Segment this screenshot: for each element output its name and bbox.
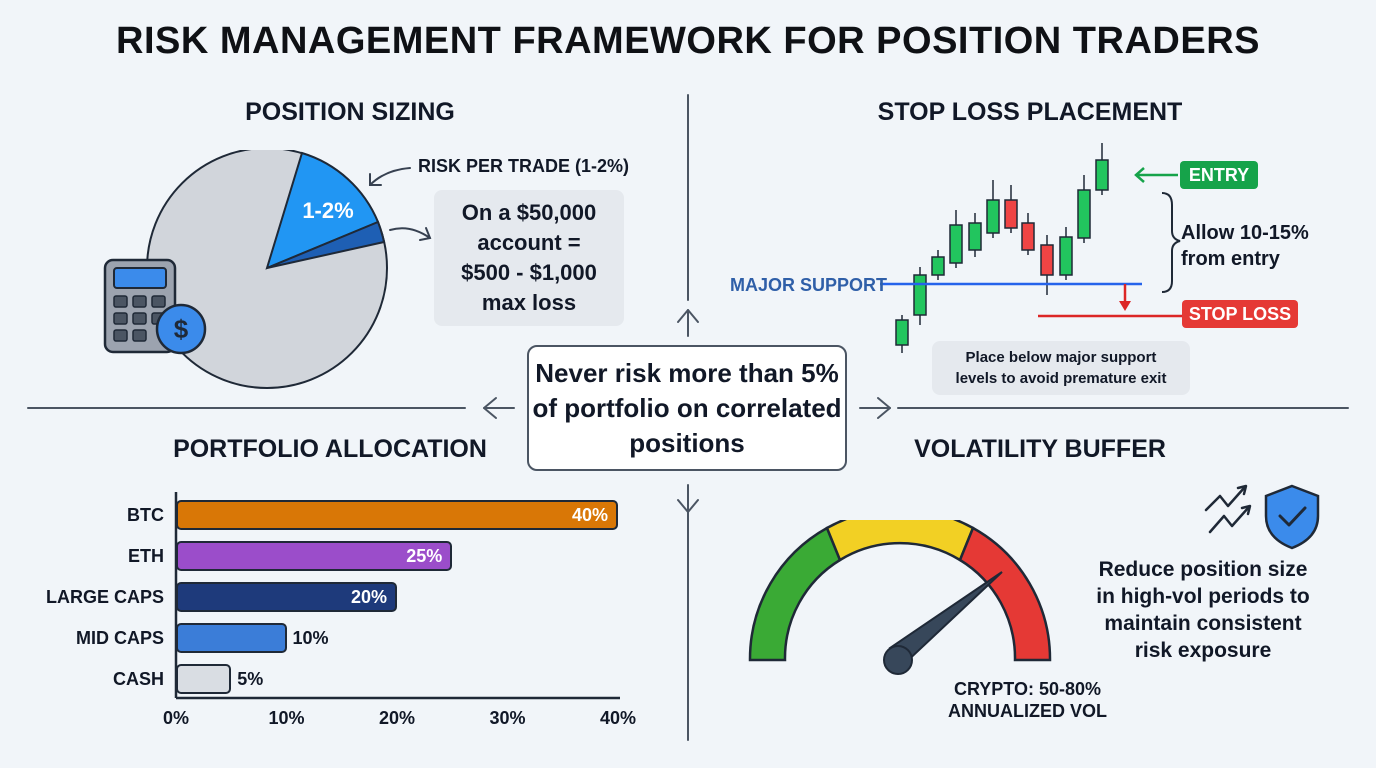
center-message: Never risk more than 5% of portfolio on … — [527, 345, 847, 471]
trend-zigzag-icon — [1204, 484, 1252, 534]
bar-value-label: 40% — [571, 504, 608, 525]
calculator-icon: $ — [103, 258, 207, 355]
gauge-line: CRYPTO: 50-80% — [953, 679, 1102, 699]
note-line: levels to avoid premature exit — [955, 370, 1167, 387]
stop-arrow-icon — [1119, 301, 1131, 311]
stop-loss-title: STOP LOSS PLACEMENT — [877, 98, 1183, 126]
allow-range-text: Allow 10-15% from entry — [1181, 220, 1309, 272]
pie-slice-risk — [265, 151, 380, 270]
axis-tick-label: 40% — [599, 708, 637, 728]
gauge-mid-segment — [825, 520, 975, 562]
bar-category-label: LARGE CAPS — [45, 587, 164, 607]
bullish-candle — [913, 274, 927, 316]
bullish-candle — [949, 224, 963, 264]
note-line: Place below major support — [965, 349, 1157, 366]
bullish-candle — [931, 256, 945, 276]
bullish-candle — [1077, 189, 1091, 239]
example-line: account = — [477, 230, 581, 255]
entry-arrow-icon — [1134, 167, 1145, 183]
volatility-gauge — [748, 520, 1052, 675]
risk-pie-chart — [146, 150, 388, 389]
gauge-low-segment — [748, 526, 842, 662]
advice-line: risk exposure — [1134, 639, 1272, 662]
axis-tick-label: 0% — [162, 708, 189, 728]
bar-category-label: CASH — [112, 669, 164, 689]
portfolio-title: PORTFOLIO ALLOCATION — [173, 435, 487, 463]
bar-value-label: 25% — [406, 545, 443, 566]
bullish-candle — [1059, 236, 1073, 276]
dollar-coin-icon — [155, 303, 207, 355]
bar-value-label: 10% — [292, 628, 329, 648]
bar-value-label: 20% — [350, 586, 387, 607]
bullish-candle — [1095, 159, 1109, 191]
allocation-axes — [174, 492, 620, 700]
account-example-bubble: On a $50,000 account = $500 - $1,000 max… — [434, 190, 624, 326]
example-line: $500 - $1,000 — [461, 260, 597, 285]
allocation-bar — [176, 623, 287, 653]
allow-line: Allow 10-15% — [1181, 222, 1309, 244]
bullish-candle — [968, 222, 982, 251]
gauge-line: ANNUALIZED VOL — [948, 701, 1107, 721]
allocation-bar: 20% — [176, 582, 397, 612]
axis-tick-label: 20% — [378, 708, 416, 728]
stop-loss-label: STOP LOSS — [1182, 300, 1298, 328]
allocation-bar — [176, 664, 232, 694]
axis-tick-label: 10% — [268, 708, 305, 728]
volatility-icons — [1204, 484, 1320, 550]
position-sizing-title: POSITION SIZING — [245, 98, 455, 126]
allow-line: from entry — [1181, 248, 1280, 270]
example-line: max loss — [481, 290, 577, 315]
example-line: On a $50,000 — [461, 200, 597, 225]
candlestick-chart — [880, 143, 1182, 353]
pie-slice-dark — [266, 220, 386, 269]
volatility-title: VOLATILITY BUFFER — [914, 435, 1166, 463]
bar-category-label: MID CAPS — [75, 628, 164, 648]
gauge-caption: CRYPTO: 50-80% ANNUALIZED VOL — [940, 678, 1115, 722]
page-title: RISK MANAGEMENT FRAMEWORK FOR POSITION T… — [116, 20, 1260, 62]
bar-category-label: ETH — [128, 546, 164, 566]
pie-slice-label: 1-2% — [302, 198, 354, 223]
risk-per-trade-callout: RISK PER TRADE (1-2%) — [418, 156, 630, 176]
bearish-candle — [1004, 199, 1018, 229]
major-support-label: MAJOR SUPPORT — [730, 275, 888, 295]
bearish-candle — [1040, 244, 1054, 276]
range-brace-icon — [1161, 192, 1181, 293]
bearish-candle — [1021, 222, 1035, 251]
callout-arrows — [369, 167, 432, 241]
volatility-advice: Reduce position size in high-vol periods… — [1076, 556, 1330, 664]
bar-value-label: 5% — [237, 669, 264, 689]
axis-tick-label: 30% — [489, 708, 526, 728]
bar-category-label: BTC — [127, 505, 164, 525]
entry-label: ENTRY — [1180, 161, 1258, 189]
advice-line: Reduce position size — [1098, 558, 1308, 581]
svg-text:$: $ — [174, 314, 189, 344]
advice-line: in high-vol periods to — [1096, 585, 1310, 608]
shield-check-icon — [1264, 484, 1320, 550]
bullish-candle — [986, 199, 1000, 234]
allocation-bar: 40% — [176, 500, 618, 530]
bullish-candle — [895, 319, 909, 346]
advice-line: maintain consistent — [1104, 612, 1302, 635]
allocation-bar: 25% — [176, 541, 453, 571]
stop-loss-note: Place below major support levels to avoi… — [932, 341, 1190, 395]
